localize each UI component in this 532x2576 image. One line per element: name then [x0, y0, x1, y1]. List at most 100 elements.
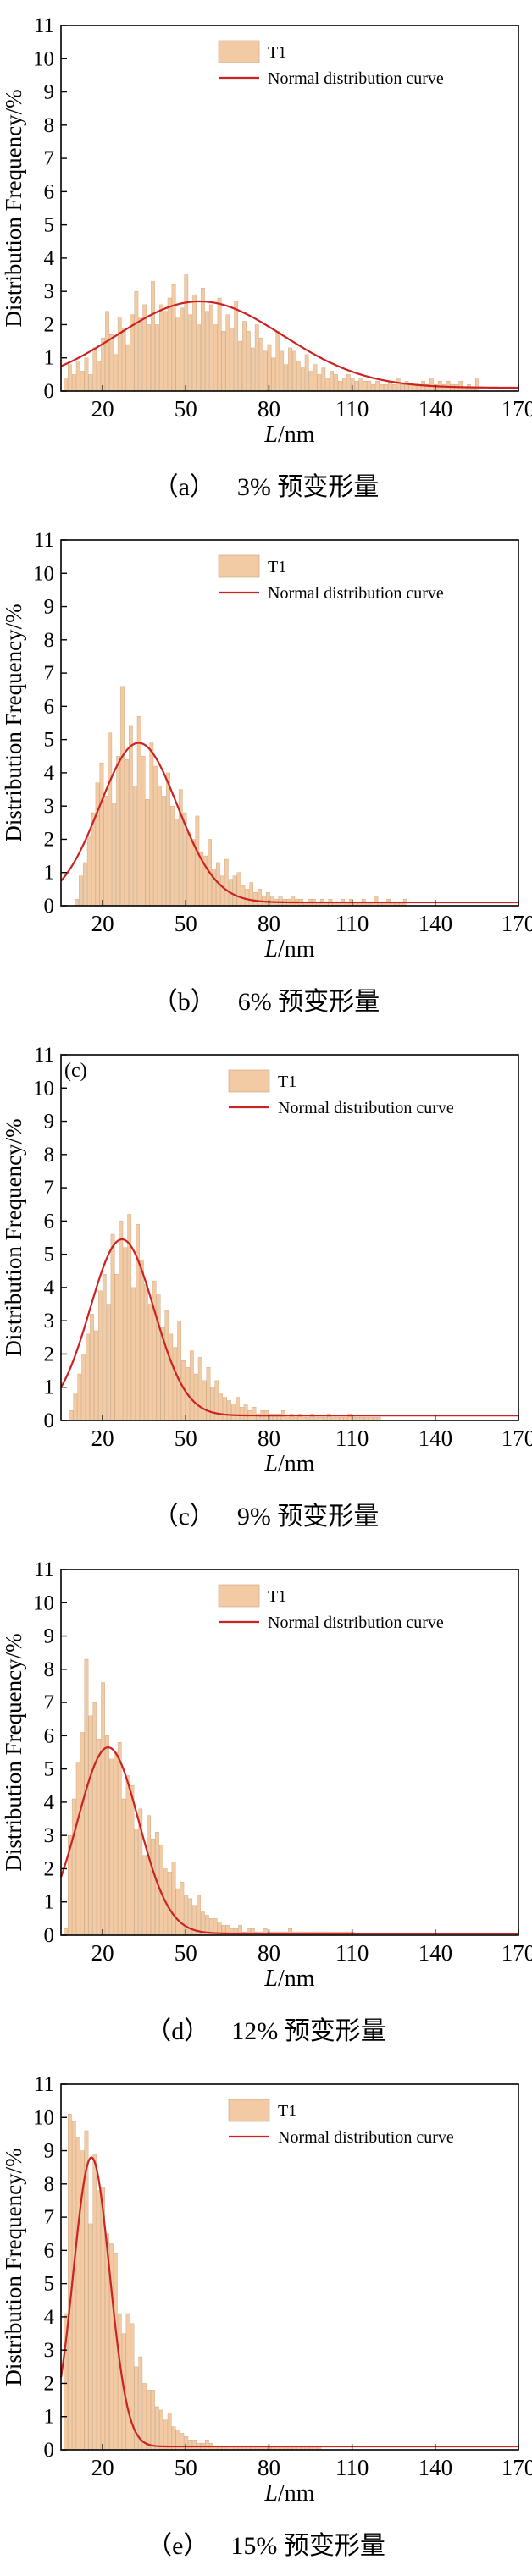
y-tick-label: 7 [44, 147, 55, 170]
histogram-bar [254, 324, 259, 392]
histogram-bar [147, 324, 151, 392]
histogram-bar [75, 2137, 80, 2451]
x-axis-label: L/nm [263, 422, 314, 448]
y-tick-label: 10 [33, 1591, 54, 1614]
y-tick-label: 3 [44, 795, 55, 818]
histogram-bar [358, 378, 363, 392]
histogram-bar [236, 872, 241, 907]
histogram-bar [163, 311, 168, 392]
histogram-bar [134, 1829, 139, 1936]
histogram-bar [151, 281, 155, 392]
histogram-bar [231, 1404, 236, 1421]
y-axis-label: Distribution Frequency/% [1, 89, 26, 327]
x-axis-label: L/nm [263, 1451, 314, 1477]
histogram-bar [147, 1815, 151, 1936]
histogram-bar [346, 374, 351, 392]
histogram-bar [313, 364, 318, 392]
caption-label: （a） [152, 473, 215, 501]
histogram-bar [90, 1314, 94, 1421]
legend-bar-swatch [228, 2099, 270, 2122]
histogram-bar [75, 361, 80, 392]
histogram-bar [84, 357, 89, 392]
y-tick-label: 1 [44, 1376, 55, 1399]
histogram-svg: 0 1 2 3 4 5 6 7 8 9 10 11 20 50 80 110 140 170 L/nm Distrib… [1, 529, 532, 963]
histogram-bar [241, 885, 246, 907]
histogram-svg: 0 1 2 3 4 5 6 7 8 9 10 11 20 50 80 110 140 170 L/nm Distrib… [1, 1044, 532, 1477]
legend-bar-label: T1 [268, 1587, 286, 1606]
histogram-bar [88, 1715, 93, 1936]
histogram-bar [204, 2440, 209, 2451]
histogram-bar [396, 378, 401, 392]
y-tick-label: 4 [44, 762, 55, 785]
plot-frame [60, 25, 519, 392]
histogram-bar [105, 1735, 109, 1936]
chart-panel: 0 1 2 3 4 5 6 7 8 9 10 11 20 50 80 110 140 170 L/nm Distrib… [0, 2059, 532, 2567]
histogram-bar [147, 1304, 152, 1421]
histogram-bar [92, 2154, 97, 2451]
histogram-bar [121, 328, 126, 392]
panel-caption: （e） 15% 预变形量 [0, 2524, 532, 2562]
histogram-bar [243, 1404, 248, 1421]
histogram-bar [197, 324, 201, 392]
caption-label: （b） [152, 988, 216, 1016]
x-tick-label: 110 [335, 1426, 369, 1451]
histogram-bar [142, 2383, 147, 2451]
y-tick-label: 1 [44, 347, 55, 370]
x-axis-label: L/nm [263, 936, 314, 963]
histogram-bar [64, 1928, 68, 1936]
histogram-bar [325, 378, 330, 392]
y-tick-label: 6 [44, 2239, 55, 2262]
histogram-bar [92, 1702, 97, 1936]
x-tick-label: 50 [175, 1426, 197, 1451]
histogram-bar [191, 839, 196, 907]
histogram-bar [234, 301, 239, 392]
histogram-bar [269, 896, 274, 907]
histogram-bar [221, 331, 226, 392]
histogram-bar [239, 1407, 244, 1421]
histogram-bar [125, 344, 130, 392]
histogram-bar [253, 892, 258, 907]
legend-bar-label: T1 [278, 1073, 296, 1091]
y-tick-label: 9 [44, 1625, 55, 1648]
histogram-bar [225, 314, 230, 392]
histogram-bar [125, 1775, 130, 1936]
histogram-bar [138, 317, 143, 392]
histogram-bar [69, 1410, 74, 1421]
histogram-bar [188, 2440, 193, 2451]
legend-bar-swatch [218, 554, 260, 578]
histogram-bar [192, 2440, 197, 2451]
histogram-bar [195, 815, 200, 907]
chart-panel: 0 1 2 3 4 5 6 7 8 9 10 11 20 50 80 110 140 170 L/nm Distrib… [0, 515, 532, 1023]
histogram-bar [152, 1280, 157, 1421]
x-tick-label: 140 [418, 1940, 453, 1966]
y-tick-label: 11 [34, 1044, 54, 1067]
histogram-bar [363, 381, 368, 392]
histogram-bar [117, 1742, 122, 1936]
histogram-bar [134, 2366, 139, 2451]
histogram-bar [97, 1290, 103, 1421]
panel-caption: （c） 9% 预变形量 [0, 1495, 532, 1532]
histogram-bar [224, 858, 229, 907]
caption-label: （d） [146, 2017, 210, 2045]
histogram-bar [408, 383, 413, 392]
histogram-bar [67, 2114, 72, 2451]
histogram-bar [102, 1274, 107, 1421]
histogram-bar [105, 311, 109, 392]
x-tick-label: 170 [502, 2455, 532, 2480]
histogram-bar [140, 1260, 144, 1421]
histogram-bar [86, 836, 91, 907]
legend-curve-label: Normal distribution curve [268, 584, 444, 603]
histogram-bar [263, 350, 268, 392]
histogram-bar [158, 786, 163, 907]
x-tick-label: 20 [91, 2455, 114, 2480]
y-tick-label: 8 [44, 629, 55, 652]
bars [69, 1214, 381, 1421]
legend-bar-swatch [218, 40, 260, 63]
x-tick-label: 170 [502, 1940, 532, 1966]
normal-curve [60, 1238, 518, 1417]
y-axis-label: Distribution Frequency/% [1, 1118, 26, 1356]
histogram-svg: 0 1 2 3 4 5 6 7 8 9 10 11 20 50 80 110 140 170 L/nm Distrib… [1, 1558, 532, 1992]
histogram-bar [175, 1888, 180, 1936]
histogram-bar [155, 2406, 159, 2451]
